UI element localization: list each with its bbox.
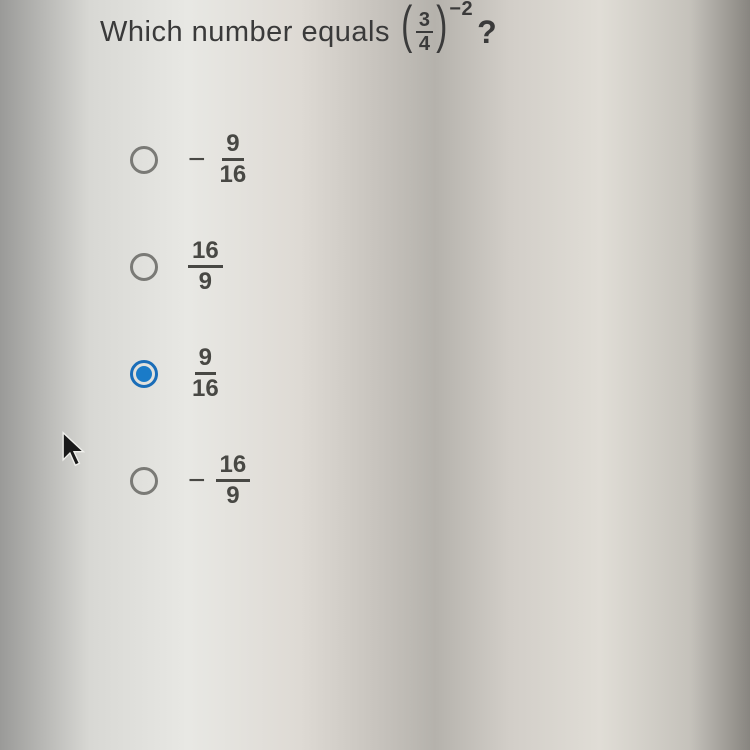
answer-value: − 16 9 (188, 453, 250, 508)
answer-value: 16 9 (188, 239, 223, 294)
left-paren: ( (401, 10, 413, 41)
answer-numerator: 16 (188, 239, 223, 268)
right-paren: ) (437, 10, 449, 41)
answer-value: 9 16 (188, 346, 223, 401)
option-1[interactable]: − 9 16 (130, 132, 750, 187)
answer-denominator: 9 (222, 482, 243, 508)
answer-fraction: 16 9 (216, 453, 251, 508)
answer-numerator: 9 (222, 132, 243, 161)
answer-denominator: 16 (188, 375, 223, 401)
option-3[interactable]: 9 16 (130, 346, 750, 401)
radio-button[interactable] (130, 253, 158, 281)
answer-denominator: 16 (216, 161, 251, 187)
answer-numerator: 9 (195, 346, 216, 375)
answer-denominator: 9 (195, 268, 216, 294)
question-numerator: 3 (416, 10, 434, 33)
minus-sign: − (188, 464, 206, 498)
question-mark: ? (477, 14, 497, 51)
minus-sign: − (188, 143, 206, 177)
answer-fraction: 9 16 (188, 346, 223, 401)
question-text: Which number equals ( 3 4 ) −2 ? (100, 10, 750, 54)
answer-fraction: 9 16 (216, 132, 251, 187)
question-expression: ( 3 4 ) −2 (398, 10, 473, 54)
answer-value: − 9 16 (188, 132, 250, 187)
question-exponent: −2 (449, 0, 473, 21)
question-prefix: Which number equals (100, 16, 390, 49)
radio-button[interactable] (130, 146, 158, 174)
answer-fraction: 16 9 (188, 239, 223, 294)
radio-button[interactable] (130, 467, 158, 495)
options-list: − 9 16 16 9 9 16 − 16 (130, 132, 750, 508)
option-2[interactable]: 16 9 (130, 239, 750, 294)
option-4[interactable]: − 16 9 (130, 453, 750, 508)
question-fraction: 3 4 (416, 10, 434, 54)
cursor-icon (60, 430, 88, 473)
radio-button[interactable] (130, 360, 158, 388)
answer-numerator: 16 (216, 453, 251, 482)
question-denominator: 4 (416, 33, 434, 54)
